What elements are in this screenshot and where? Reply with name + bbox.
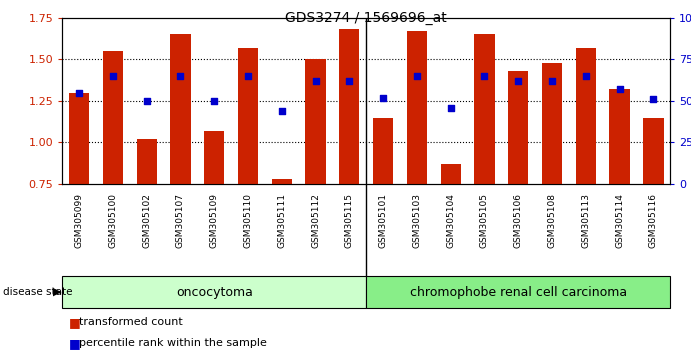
Point <box>411 73 422 79</box>
Text: GSM305103: GSM305103 <box>413 193 422 248</box>
Point <box>614 86 625 92</box>
Bar <box>576 48 596 184</box>
Bar <box>339 29 359 184</box>
Bar <box>204 131 225 184</box>
Text: oncocytoma: oncocytoma <box>176 286 253 298</box>
Text: chromophobe renal cell carcinoma: chromophobe renal cell carcinoma <box>410 286 627 298</box>
Text: GSM305099: GSM305099 <box>75 193 84 248</box>
Text: GSM305113: GSM305113 <box>581 193 590 248</box>
Text: GSM305106: GSM305106 <box>513 193 523 248</box>
Point <box>209 98 220 104</box>
Bar <box>609 89 630 184</box>
Bar <box>474 34 495 184</box>
Point <box>547 78 558 84</box>
Point <box>648 96 659 102</box>
Bar <box>407 31 427 184</box>
Bar <box>238 48 258 184</box>
Text: GSM305101: GSM305101 <box>379 193 388 248</box>
Bar <box>272 179 292 184</box>
Bar <box>170 34 191 184</box>
Text: GSM305107: GSM305107 <box>176 193 185 248</box>
Bar <box>305 59 325 184</box>
Text: GSM305115: GSM305115 <box>345 193 354 248</box>
Bar <box>441 164 461 184</box>
Text: GSM305116: GSM305116 <box>649 193 658 248</box>
Point <box>310 78 321 84</box>
Bar <box>373 118 393 184</box>
Text: ■: ■ <box>69 337 81 350</box>
Point <box>377 95 388 101</box>
Point <box>580 73 591 79</box>
Text: transformed count: transformed count <box>79 317 183 327</box>
Text: GSM305110: GSM305110 <box>243 193 252 248</box>
Text: ▶: ▶ <box>53 287 61 297</box>
Bar <box>366 276 670 308</box>
Point <box>344 78 355 84</box>
Point <box>73 90 84 96</box>
Text: GSM305114: GSM305114 <box>615 193 624 248</box>
Point <box>243 73 254 79</box>
Text: percentile rank within the sample: percentile rank within the sample <box>79 338 267 348</box>
Point <box>107 73 118 79</box>
Point <box>513 78 524 84</box>
Text: GSM305109: GSM305109 <box>209 193 219 248</box>
Bar <box>542 63 562 184</box>
Text: ■: ■ <box>69 316 81 329</box>
Bar <box>103 51 123 184</box>
Bar <box>62 276 366 308</box>
Text: disease state: disease state <box>3 287 73 297</box>
Point <box>479 73 490 79</box>
Text: GSM305111: GSM305111 <box>277 193 286 248</box>
Text: GSM305100: GSM305100 <box>108 193 117 248</box>
Bar <box>643 118 663 184</box>
Point <box>445 105 456 110</box>
Point <box>141 98 152 104</box>
Text: GSM305112: GSM305112 <box>311 193 320 248</box>
Point <box>276 108 287 114</box>
Bar <box>508 71 529 184</box>
Bar <box>137 139 157 184</box>
Text: GSM305104: GSM305104 <box>446 193 455 248</box>
Text: GSM305102: GSM305102 <box>142 193 151 248</box>
Text: GSM305108: GSM305108 <box>547 193 556 248</box>
Text: GSM305105: GSM305105 <box>480 193 489 248</box>
Bar <box>69 93 89 184</box>
Text: GDS3274 / 1569696_at: GDS3274 / 1569696_at <box>285 11 447 25</box>
Point <box>175 73 186 79</box>
